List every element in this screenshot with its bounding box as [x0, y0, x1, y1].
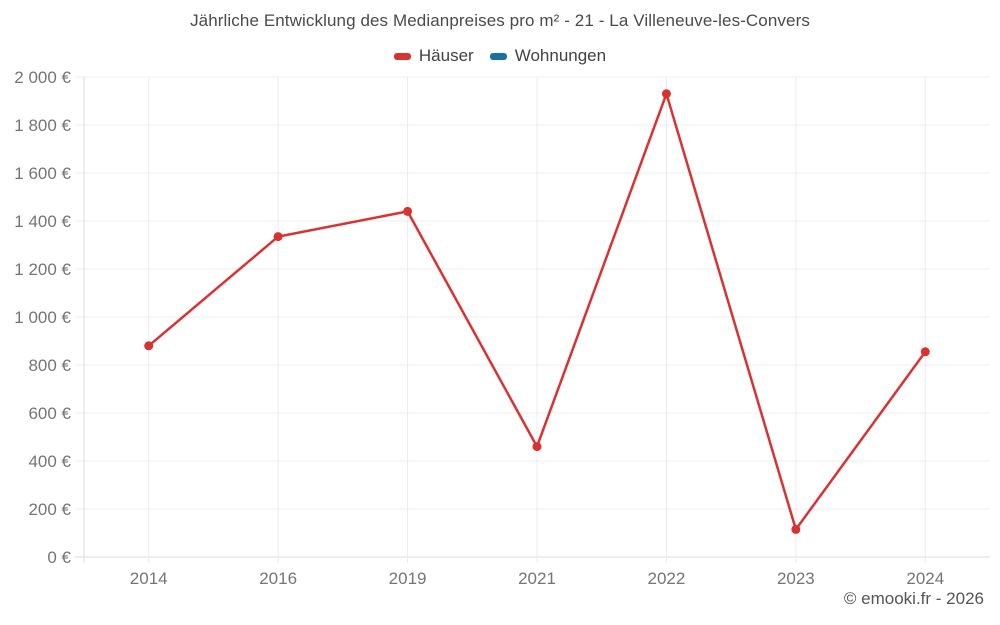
data-point[interactable] — [273, 232, 283, 242]
footer-credit: © emooki.fr - 2026 — [843, 589, 984, 608]
chart-title: Jährliche Entwicklung des Medianpreises … — [190, 11, 810, 30]
legend-swatch-hauser — [393, 52, 411, 60]
y-tick-label: 2 000 € — [14, 68, 71, 87]
y-tick-label: 1 800 € — [14, 116, 71, 135]
y-tick-label: 1 600 € — [14, 164, 71, 183]
legend-label-hauser: Häuser — [418, 46, 474, 65]
data-point[interactable] — [920, 347, 930, 357]
x-tick-label: 2016 — [259, 569, 297, 588]
data-point[interactable] — [661, 89, 671, 99]
x-tick-label: 2023 — [777, 569, 815, 588]
x-tick-label: 2024 — [906, 569, 944, 588]
y-tick-label: 400 € — [28, 452, 71, 471]
legend: Häuser Wohnungen — [0, 46, 1000, 66]
x-tick-label: 2022 — [648, 569, 686, 588]
y-tick-label: 600 € — [28, 404, 71, 423]
y-tick-label: 1 200 € — [14, 260, 71, 279]
y-tick-label: 0 € — [47, 548, 71, 567]
data-point[interactable] — [144, 341, 154, 351]
y-tick-label: 1 000 € — [14, 308, 71, 327]
y-tick-label: 1 400 € — [14, 212, 71, 231]
y-tick-label: 200 € — [28, 500, 71, 519]
data-point[interactable] — [403, 206, 413, 216]
legend-item-hauser[interactable]: Häuser — [393, 46, 474, 66]
legend-label-wohnungen: Wohnungen — [514, 46, 607, 65]
x-tick-label: 2014 — [130, 569, 168, 588]
data-point[interactable] — [532, 442, 542, 452]
x-tick-label: 2021 — [518, 569, 556, 588]
y-tick-label: 800 € — [28, 356, 71, 375]
legend-item-wohnungen[interactable]: Wohnungen — [489, 46, 607, 66]
data-point[interactable] — [791, 524, 801, 534]
x-tick-label: 2019 — [389, 569, 427, 588]
legend-swatch-wohnungen — [489, 52, 507, 60]
